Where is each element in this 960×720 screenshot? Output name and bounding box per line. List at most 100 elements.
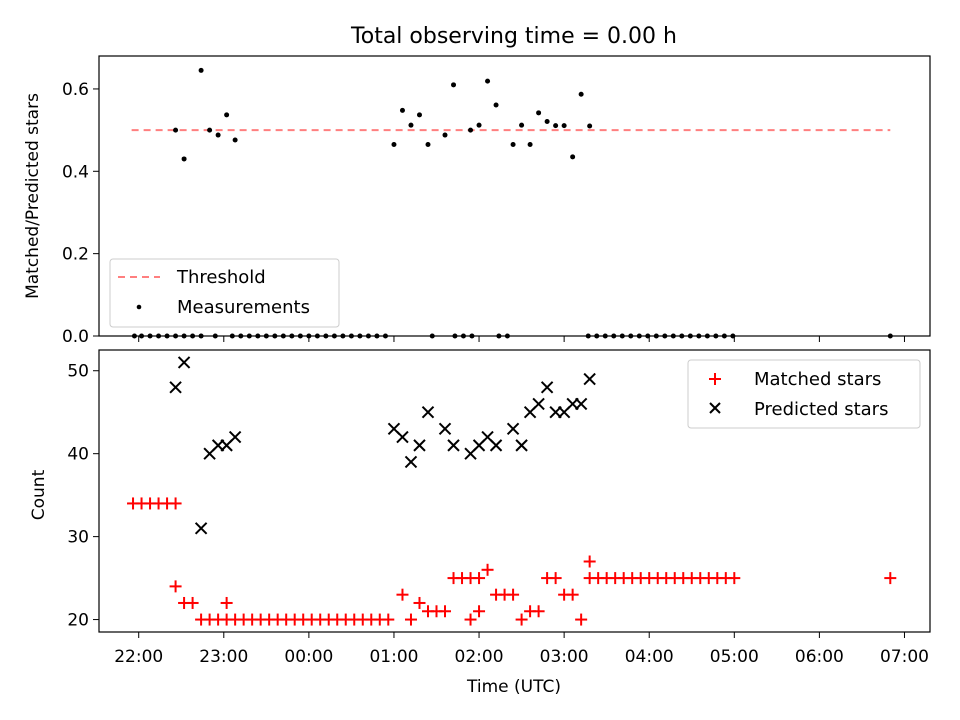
matched-star-point xyxy=(473,605,486,618)
measurement-point xyxy=(215,132,221,138)
matched-star-point xyxy=(220,596,233,609)
top-y-tick-label: 0.2 xyxy=(62,245,89,265)
matched-star-point xyxy=(481,563,494,576)
x-tick-label: 07:00 xyxy=(880,647,929,667)
bottom-y-tick-label: 20 xyxy=(67,611,89,631)
bottom-xlabel: Time (UTC) xyxy=(466,677,561,697)
bottom-panel: 20 30 40 50 22:00 23:00 00:00 01:00 02:00 03:00 0… xyxy=(29,349,931,697)
x-tick-label: 23:00 xyxy=(199,647,248,667)
matched-star-point xyxy=(396,588,409,601)
measurement-point xyxy=(224,112,230,118)
x-tick-label: 04:00 xyxy=(625,647,674,667)
measurement-point xyxy=(536,110,542,116)
bottom-legend: Matched stars Predicted stars xyxy=(687,359,921,429)
measurement-point xyxy=(527,142,533,148)
legend-measurements-label: Measurements xyxy=(177,297,310,318)
measurement-point xyxy=(587,123,593,129)
x-tick-label: 06:00 xyxy=(795,647,844,667)
predicted-star-point xyxy=(583,372,596,386)
bottom-x-axis: 22:00 23:00 00:00 01:00 02:00 03:00 04:00 05:00… xyxy=(114,632,929,667)
predicted-star-point xyxy=(515,439,528,452)
top-panel: 0.0 0.2 0.4 0.6 Matched/Predicted stars Thr… xyxy=(23,55,931,347)
measurement-point xyxy=(561,123,567,129)
matched-star-point xyxy=(169,580,182,593)
matched-star-point xyxy=(566,588,579,601)
top-legend-frame xyxy=(109,258,340,328)
predicted-star-point xyxy=(421,405,435,419)
matched-star-point xyxy=(186,596,199,609)
predicted-star-point xyxy=(532,397,545,411)
predicted-star-point xyxy=(396,430,409,444)
top-x-ticks xyxy=(138,336,905,342)
matched-star-point xyxy=(575,613,588,626)
measurement-point xyxy=(578,91,584,97)
top-ylabel: Matched/Predicted stars xyxy=(23,93,43,299)
x-tick-label: 05:00 xyxy=(710,647,759,667)
top-y-tick-label: 0.6 xyxy=(62,80,89,100)
predicted-star-point xyxy=(447,439,460,452)
x-tick-label: 03:00 xyxy=(540,647,589,667)
measurement-point xyxy=(476,122,482,128)
measurement-point xyxy=(399,107,405,113)
predicted-star-point xyxy=(489,439,503,452)
bottom-y-tick-label: 50 xyxy=(67,362,89,382)
measurement-point xyxy=(442,132,448,138)
bottom-y-tick-label: 30 xyxy=(67,528,89,548)
predicted-star-point xyxy=(506,422,520,436)
predicted-star-point xyxy=(194,522,208,535)
measurement-point xyxy=(425,142,431,148)
matched-star-point xyxy=(728,572,741,585)
matched-star-point xyxy=(884,572,897,585)
predicted-star-point xyxy=(177,356,191,369)
top-y-axis: 0.0 0.2 0.4 0.6 xyxy=(62,80,99,347)
measurement-point xyxy=(493,102,499,108)
measurement-point xyxy=(510,142,516,148)
matched-star-point xyxy=(532,605,545,618)
measurement-point xyxy=(485,78,491,84)
measurement-point xyxy=(408,122,414,128)
measurement-point xyxy=(391,142,397,148)
matched-star-point xyxy=(464,613,477,626)
measurement-point xyxy=(570,154,576,160)
top-y-tick-label: 0.0 xyxy=(62,327,89,347)
measurement-point xyxy=(468,127,474,133)
predicted-star-point xyxy=(438,422,452,436)
x-tick-label: 02:00 xyxy=(455,647,504,667)
measurement-point xyxy=(519,122,525,128)
measurement-point xyxy=(451,82,457,88)
bottom-legend-frame xyxy=(687,359,921,429)
legend-threshold-label: Threshold xyxy=(176,267,266,288)
measurement-point xyxy=(232,137,238,143)
matched-star-point xyxy=(507,588,520,601)
predicted-star-point xyxy=(169,381,182,394)
legend-predicted-swatch xyxy=(709,402,721,414)
measurement-point xyxy=(181,156,187,162)
predicted-star-point xyxy=(404,455,418,469)
matched-star-point xyxy=(404,613,417,626)
measurement-point xyxy=(198,67,204,73)
predicted-star-point xyxy=(413,439,426,452)
bottom-ylabel: Count xyxy=(29,469,49,520)
x-tick-label: 22:00 xyxy=(114,647,163,667)
legend-predicted-label: Predicted stars xyxy=(754,399,888,420)
legend-matched-swatch xyxy=(709,373,721,385)
measurement-point xyxy=(544,118,550,124)
top-legend: Threshold Measurements xyxy=(109,258,340,328)
legend-matched-label: Matched stars xyxy=(754,369,881,390)
chart-title: Total observing time = 0.00 h xyxy=(350,24,677,49)
predicted-star-point xyxy=(540,381,554,394)
matched-star-point xyxy=(583,555,596,568)
bottom-axes-frame xyxy=(98,349,931,633)
measurement-point xyxy=(173,127,179,133)
matched-star-point xyxy=(473,572,486,585)
matched-star-point xyxy=(515,613,528,626)
top-axes-frame xyxy=(98,55,931,337)
matched-star-point xyxy=(549,572,562,585)
measurement-point xyxy=(553,123,559,129)
measurement-point xyxy=(416,112,422,118)
measurement-point xyxy=(207,127,213,133)
x-tick-label: 01:00 xyxy=(369,647,418,667)
x-tick-label: 00:00 xyxy=(284,647,333,667)
predicted-star-point xyxy=(574,397,588,411)
